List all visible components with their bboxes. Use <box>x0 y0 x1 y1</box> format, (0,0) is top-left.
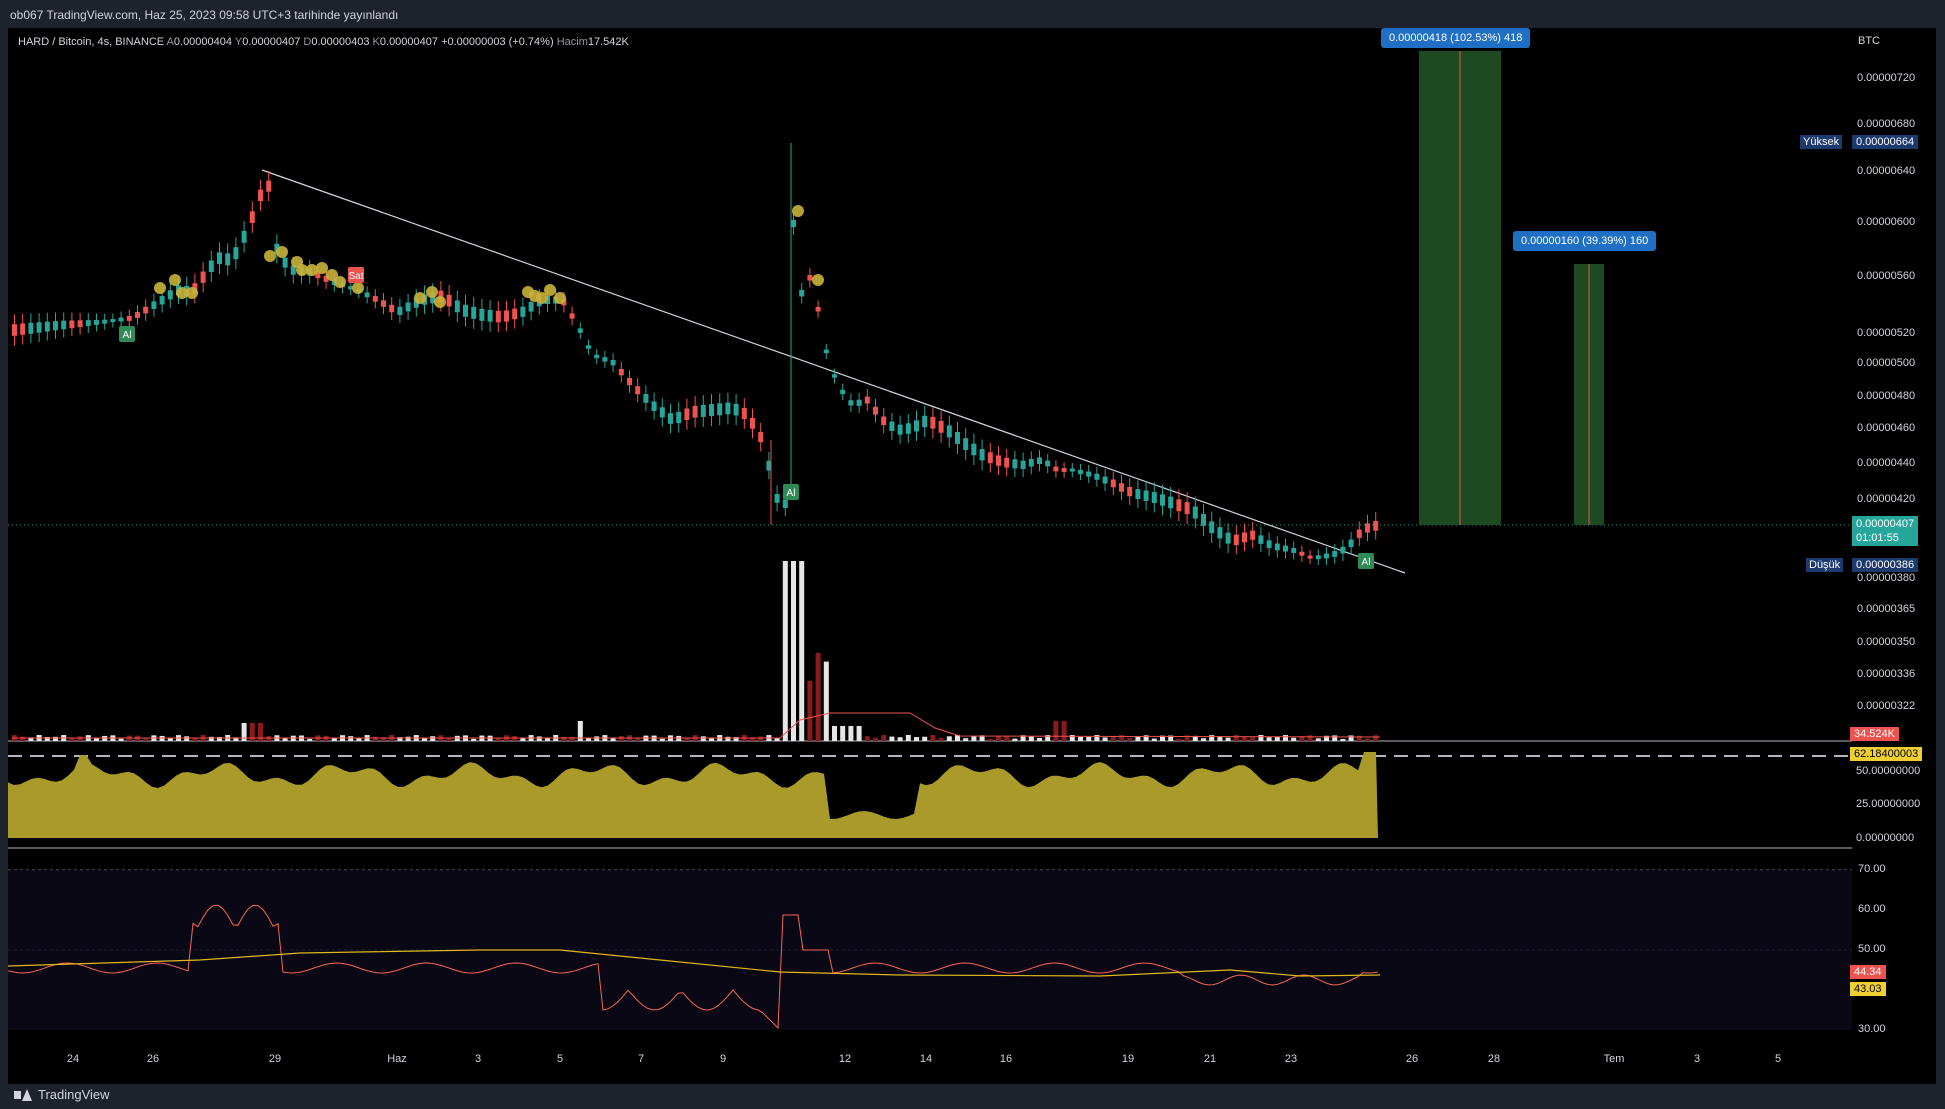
indicator-axis-25: 25.00000000 <box>1856 798 1921 810</box>
chart-area[interactable] <box>8 28 1936 1084</box>
time-label: 9 <box>719 1053 727 1065</box>
price-label: 0.00000365 <box>1857 603 1916 615</box>
rsi-ma-tag: 43.03 <box>1850 982 1886 996</box>
time-label: 12 <box>838 1053 852 1065</box>
change-value: +0.00000003 (+0.74%) <box>441 36 554 48</box>
time-label: 26 <box>1405 1053 1419 1065</box>
price-label: 0.00000440 <box>1857 457 1916 469</box>
low-value: 0.00000403 <box>311 36 370 48</box>
publisher-bar: ob067 TradingView.com, Haz 25, 2023 09:5… <box>0 0 1945 28</box>
time-label: 3 <box>1693 1053 1701 1065</box>
brand-name: TradingView <box>38 1087 110 1102</box>
low-label: Düşük <box>1806 558 1844 572</box>
time-label: 23 <box>1284 1053 1298 1065</box>
brand[interactable]: TradingView <box>14 1087 110 1102</box>
time-label: 16 <box>999 1053 1013 1065</box>
high-value-tag: 0.00000664 <box>1852 135 1919 149</box>
time-label: 28 <box>1487 1053 1501 1065</box>
time-label: 29 <box>268 1053 282 1065</box>
price-label: 0.00000336 <box>1857 668 1916 680</box>
time-label: Tem <box>1603 1053 1625 1065</box>
price-label: 0.00000600 <box>1857 216 1916 228</box>
symbol-name: HARD / Bitcoin, 4s, BINANCE <box>18 36 165 48</box>
publisher-text: ob067 TradingView.com, Haz 25, 2023 09:5… <box>10 8 399 22</box>
currency-label: BTC <box>1858 35 1880 47</box>
price-label: 0.00000420 <box>1857 493 1916 505</box>
time-label: 19 <box>1121 1053 1135 1065</box>
price-label: 0.00000640 <box>1857 165 1916 177</box>
high-label: Yüksek <box>1800 135 1843 149</box>
time-label: 24 <box>66 1053 80 1065</box>
rsi-axis-50: 50.00 <box>1858 943 1886 955</box>
indicator-axis-50: 50.00000000 <box>1856 765 1921 777</box>
volume-value: 17.542K <box>587 36 629 48</box>
time-label: 21 <box>1203 1053 1217 1065</box>
measure-box-1[interactable]: 0.00000418 (102.53%) 418 <box>1381 28 1531 48</box>
low-value-tag: 0.00000386 <box>1852 558 1919 572</box>
time-label: 7 <box>637 1053 645 1065</box>
price-label: 0.00000500 <box>1857 357 1916 369</box>
rsi-value-tag: 44.34 <box>1850 965 1886 979</box>
price-label: 0.00000380 <box>1857 572 1916 584</box>
price-label: 0.00000480 <box>1857 390 1916 402</box>
price-label: 0.00000680 <box>1857 118 1916 130</box>
rsi-axis-30: 30.00 <box>1858 1023 1886 1035</box>
close-value: 0.00000407 <box>379 36 439 48</box>
tradingview-logo-icon <box>14 1088 32 1101</box>
rsi-axis-60: 60.00 <box>1858 903 1886 915</box>
price-label: 0.00000520 <box>1857 327 1916 339</box>
price-label: 0.00000322 <box>1857 700 1916 712</box>
price-label: 0.00000350 <box>1857 636 1916 648</box>
bottom-bar <box>0 1084 1945 1109</box>
symbol-legend[interactable]: HARD / Bitcoin, 4s, BINANCE A0.00000404 … <box>18 36 629 48</box>
time-label: Haz <box>387 1053 407 1065</box>
measure-box-2[interactable]: 0.00000160 (39.39%) 160 <box>1513 231 1657 251</box>
time-label: 26 <box>146 1053 160 1065</box>
time-label: 5 <box>1774 1053 1782 1065</box>
high-value: 0.00000407 <box>242 36 301 48</box>
last-price-tag: 0.00000407 01:01:55 <box>1852 516 1919 546</box>
volume-tag: 34.524K <box>1850 727 1899 741</box>
indicator-axis-0: 0.00000000 <box>1856 832 1915 844</box>
time-label: 14 <box>919 1053 933 1065</box>
price-label: 0.00000460 <box>1857 422 1916 434</box>
time-label: 5 <box>556 1053 564 1065</box>
time-label: 3 <box>474 1053 482 1065</box>
price-label: 0.00000560 <box>1857 270 1916 282</box>
rsi-axis-70: 70.00 <box>1858 863 1886 875</box>
price-label: 0.00000720 <box>1857 72 1916 84</box>
indicator-value-tag: 62.18400003 <box>1850 747 1923 761</box>
open-value: 0.00000404 <box>173 36 233 48</box>
